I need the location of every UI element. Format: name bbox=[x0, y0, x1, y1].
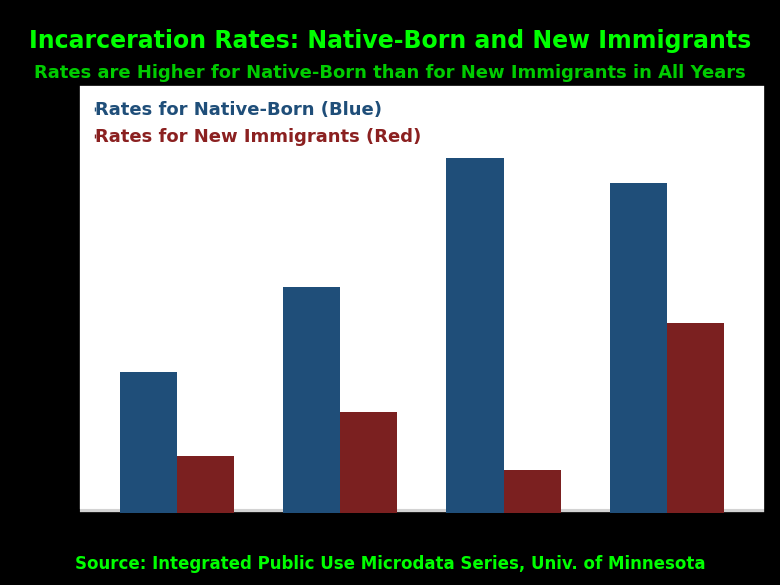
Text: Source: Integrated Public Use Microdata Series, Univ. of Minnesota: Source: Integrated Public Use Microdata … bbox=[75, 555, 705, 573]
Bar bbox=[504, 470, 561, 513]
Y-axis label: Incarceration Rate: Incarceration Rate bbox=[15, 205, 33, 393]
Text: Rates are Higher for Native-Born than for New Immigrants in All Years: Rates are Higher for Native-Born than fo… bbox=[34, 64, 746, 82]
Bar bbox=[120, 373, 177, 513]
Bar bbox=[667, 322, 724, 513]
Bar bbox=[446, 157, 504, 513]
Bar bbox=[340, 412, 398, 513]
Legend: Rates for Native-Born (Blue), Rates for New Immigrants (Red): Rates for Native-Born (Blue), Rates for … bbox=[88, 94, 429, 154]
Bar bbox=[177, 456, 234, 513]
Text: Incarceration Rates: Native-Born and New Immigrants: Incarceration Rates: Native-Born and New… bbox=[29, 29, 751, 53]
Bar bbox=[610, 183, 667, 513]
Bar bbox=[283, 287, 340, 513]
